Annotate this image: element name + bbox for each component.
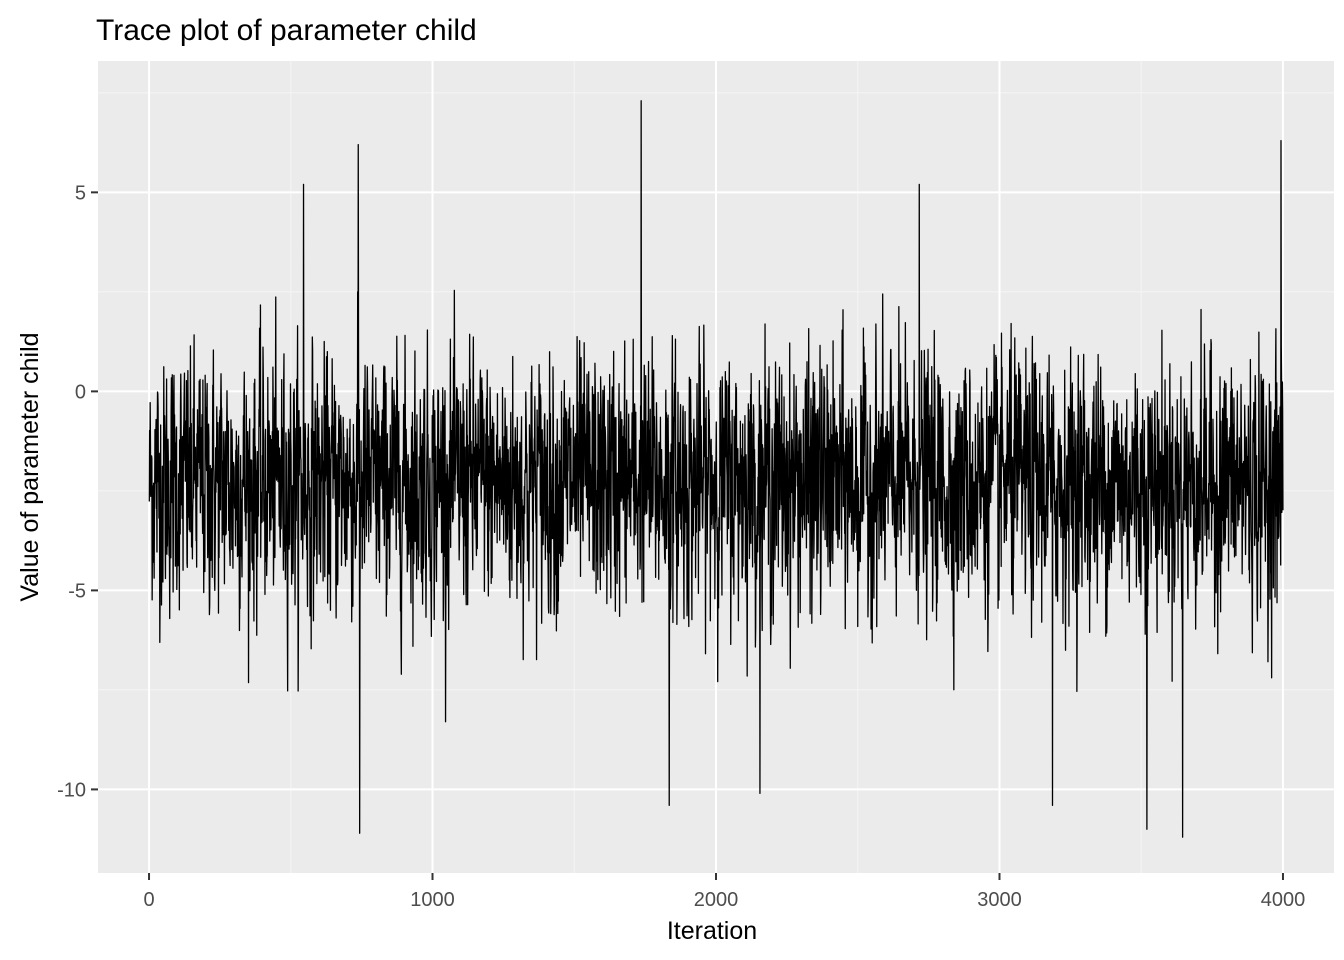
x-tick-label: 1000 [410,889,455,911]
y-tick-labels: -10 -5 0 5 [57,182,86,801]
x-tick-label: 4000 [1261,889,1306,911]
series-layer [148,100,1284,838]
x-axis-title: Iteration [667,917,757,945]
y-tick-label: 0 [75,381,86,403]
axis-ticks [91,191,1284,880]
x-tick-label: 3000 [977,889,1022,911]
y-axis-title: Value of parameter child [16,332,44,601]
chart-title: Trace plot of parameter child [96,14,477,47]
x-tick-label: 2000 [694,889,739,911]
trace-line [148,100,1284,838]
x-tick-labels: 0 1000 2000 3000 4000 [143,889,1305,911]
y-tick-label: -10 [57,779,86,801]
y-tick-label: 5 [75,182,86,204]
y-tick-label: -5 [68,580,86,602]
x-tick-label: 0 [143,889,154,911]
